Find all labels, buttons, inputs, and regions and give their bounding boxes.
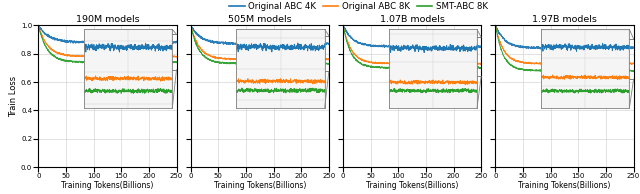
X-axis label: Training Tokens(Billions): Training Tokens(Billions)	[518, 181, 611, 190]
Title: 1.07B models: 1.07B models	[380, 16, 445, 24]
Bar	[579, 39, 634, 79]
Title: 1.97B models: 1.97B models	[532, 16, 597, 24]
Bar	[274, 36, 329, 71]
Y-axis label: Train Loss: Train Loss	[9, 76, 18, 117]
X-axis label: Training Tokens(Billions): Training Tokens(Billions)	[366, 181, 458, 190]
X-axis label: Training Tokens(Billions): Training Tokens(Billions)	[61, 181, 154, 190]
Title: 190M models: 190M models	[76, 16, 140, 24]
Bar	[121, 34, 177, 70]
Bar	[426, 37, 481, 76]
Legend: Original ABC 4K, Original ABC 8K, SMT-ABC 8K: Original ABC 4K, Original ABC 8K, SMT-AB…	[226, 0, 491, 14]
X-axis label: Training Tokens(Billions): Training Tokens(Billions)	[214, 181, 306, 190]
Title: 505M models: 505M models	[228, 16, 292, 24]
